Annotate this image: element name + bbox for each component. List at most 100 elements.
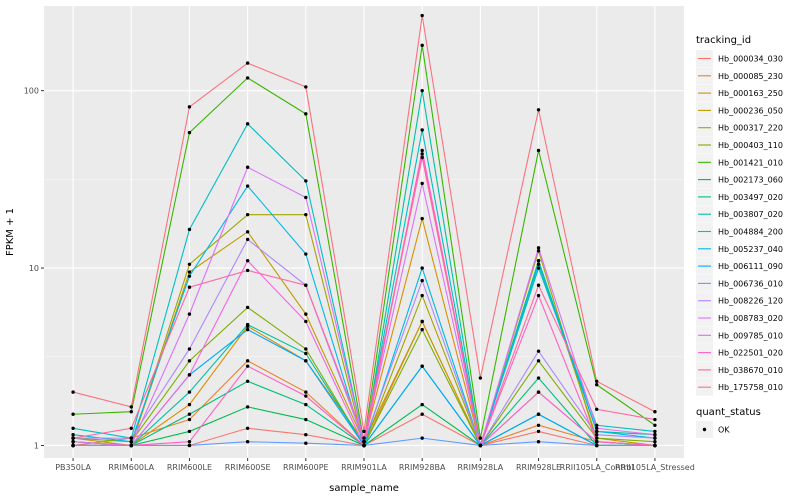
data-point: [362, 440, 366, 444]
data-point: [536, 293, 541, 298]
data-point: [653, 423, 657, 427]
data-point: [420, 152, 424, 156]
data-point: [595, 423, 599, 427]
data-point: [536, 108, 541, 112]
x-tick-label: RRIM901LA: [341, 463, 387, 472]
legend-label: Hb_175758_010: [718, 383, 783, 392]
data-point: [71, 433, 75, 437]
legend-label: Hb_001421_010: [718, 158, 783, 167]
data-point: [245, 259, 250, 263]
y-tick-label: 10: [29, 264, 39, 273]
legend-label: Hb_000163_250: [718, 89, 783, 98]
data-point: [187, 412, 192, 416]
data-point: [187, 390, 192, 394]
data-point: [420, 293, 424, 298]
y-tick-label: 1: [34, 441, 39, 450]
x-tick-label: RRIM928LE: [516, 463, 561, 472]
data-point: [536, 246, 541, 250]
data-point: [595, 443, 599, 448]
data-point: [362, 443, 366, 448]
legend-label: Hb_006111_090: [718, 262, 783, 271]
x-tick-label: PB350LA: [55, 463, 91, 472]
data-point: [187, 417, 192, 422]
legend-label: Hb_003497_020: [718, 193, 783, 202]
data-point: [536, 376, 541, 380]
data-point: [420, 402, 424, 407]
data-point: [536, 349, 541, 353]
data-point: [595, 379, 599, 384]
legend-title: tracking_id: [696, 35, 751, 46]
legend-tracking-id: tracking_id Hb_000034_030 Hb_000085_230 Hb…: [696, 35, 783, 396]
data-point: [420, 128, 424, 132]
x-tick-label: RRIM928LA: [457, 463, 503, 472]
data-point: [245, 122, 250, 126]
legend-label: Hb_003807_020: [718, 210, 783, 219]
data-point: [129, 410, 133, 414]
y-axis-title: FPKM + 1: [5, 208, 16, 256]
data-point: [304, 347, 308, 351]
data-point: [187, 443, 192, 448]
data-point: [187, 373, 192, 377]
data-point: [420, 181, 424, 186]
x-tick-label: RRIM600PE: [283, 463, 329, 472]
data-point: [129, 440, 133, 444]
data-point: [304, 433, 308, 437]
data-point: [245, 184, 250, 188]
x-tick-label: RRII105LA_Stressed: [615, 463, 695, 472]
data-point: [595, 383, 599, 387]
data-point: [304, 85, 308, 89]
data-point: [245, 268, 250, 273]
x-tick-label: RRII105LA_Control: [560, 463, 634, 472]
data-point: [653, 440, 657, 444]
data-point: [245, 305, 250, 310]
data-point: [536, 429, 541, 434]
data-point: [595, 436, 599, 440]
data-point: [304, 359, 308, 363]
data-point: [245, 327, 250, 332]
data-point: [129, 405, 133, 409]
data-point: [420, 216, 424, 221]
data-point: [536, 359, 541, 363]
data-point: [304, 312, 308, 316]
data-point: [304, 283, 308, 287]
data-point: [420, 412, 424, 416]
legend-label: Hb_038670_010: [718, 366, 783, 375]
data-point: [536, 262, 541, 267]
data-point: [71, 426, 75, 430]
data-point: [245, 237, 250, 242]
data-point: [420, 266, 424, 270]
data-point: [245, 230, 250, 234]
data-point: [129, 443, 133, 448]
legend2-label: OK: [718, 426, 730, 435]
data-point: [187, 440, 192, 444]
legend-label: Hb_009785_010: [718, 331, 783, 340]
data-point: [478, 436, 483, 440]
data-point: [478, 443, 483, 448]
data-point: [653, 433, 657, 437]
legend2-title: quant_status: [696, 407, 761, 418]
data-point: [187, 274, 192, 278]
legend-label: Hb_000034_030: [718, 55, 783, 64]
data-point: [420, 436, 424, 440]
data-point: [71, 390, 75, 394]
data-point: [653, 410, 657, 414]
legend-label: Hb_006736_010: [718, 279, 783, 288]
data-point: [71, 436, 75, 440]
data-point: [187, 262, 192, 267]
data-point: [536, 390, 541, 394]
y-tick-label: 100: [24, 87, 39, 96]
plot-panel: [44, 6, 684, 458]
legend-label: Hb_005237_040: [718, 245, 783, 254]
data-point: [653, 443, 657, 448]
data-point: [304, 441, 308, 445]
data-point: [245, 379, 250, 384]
data-point: [478, 376, 483, 380]
data-point: [245, 405, 250, 409]
data-point: [187, 347, 192, 351]
data-point: [245, 322, 250, 327]
data-point: [187, 429, 192, 434]
data-point: [536, 148, 541, 153]
data-point: [304, 319, 308, 324]
data-point: [595, 426, 599, 430]
